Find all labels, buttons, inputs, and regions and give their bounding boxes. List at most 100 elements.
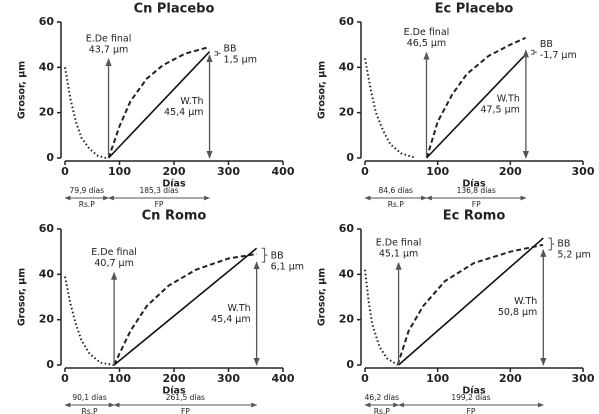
y-axis-label: Grosor, µm <box>17 61 28 119</box>
curve <box>364 58 417 159</box>
y-tick-label: 20 <box>39 313 55 326</box>
bb-bracket <box>530 49 537 55</box>
bb-bracket <box>214 51 221 56</box>
y-tick-label: 20 <box>39 106 55 119</box>
x-tick-label: 200 <box>499 372 522 385</box>
x-tick-label: 300 <box>572 372 595 385</box>
w-th-value: 45,4 µm <box>211 314 250 325</box>
fp-label: FP <box>472 200 481 209</box>
w-th-value: 45,4 µm <box>164 107 203 118</box>
y-tick-label: 0 <box>46 358 54 371</box>
curve <box>364 269 399 366</box>
bb-value: 1,5 µm <box>224 55 257 66</box>
bb-bracket <box>548 237 555 251</box>
e-de-label: E.De final <box>86 33 132 44</box>
w-th-label: W.Th <box>497 93 520 104</box>
bb-value: -1,7 µm <box>540 50 577 61</box>
bb-label: BB <box>557 238 570 249</box>
y-tick-label: 60 <box>39 222 55 235</box>
curve <box>64 276 115 366</box>
x-axis-label: Días <box>162 179 186 190</box>
fp-days: 261,5 días <box>166 393 205 402</box>
fp-label: FP <box>155 200 164 209</box>
bb-label: BB <box>224 44 237 55</box>
x-tick-label: 100 <box>108 165 131 178</box>
y-tick-label: 0 <box>346 358 354 371</box>
w-th-value: 50,8 µm <box>498 307 537 318</box>
y-tick-label: 20 <box>339 313 355 326</box>
e-de-value: 40,7 µm <box>94 258 133 269</box>
y-axis-label: Grosor, µm <box>17 268 28 326</box>
curve <box>107 45 210 159</box>
rs-p-days: 84,6 días <box>379 186 414 195</box>
fp-label: FP <box>181 407 190 414</box>
fp-label: FP <box>467 407 476 414</box>
x-tick-label: 100 <box>108 372 131 385</box>
growth-line <box>398 237 544 366</box>
bb-value: 5,2 µm <box>557 249 590 260</box>
y-axis-label: Grosor, µm <box>317 61 328 119</box>
e-de-label: E.De final <box>404 27 450 38</box>
y-tick-label: 0 <box>346 151 354 164</box>
curve <box>64 67 107 159</box>
y-axis-label: Grosor, µm <box>317 268 328 326</box>
growth-line <box>107 51 211 159</box>
x-tick-label: 100 <box>426 165 449 178</box>
fp-days: 185,3 días <box>139 186 178 195</box>
rs-p-label: Rs.P <box>374 407 391 414</box>
x-axis-label: Días <box>162 386 186 397</box>
chart-title: Ec Romo <box>443 209 506 224</box>
rs-p-label: Rs.P <box>79 200 96 209</box>
chart-title: Cn Romo <box>142 209 207 224</box>
chart-title: Ec Placebo <box>435 2 514 17</box>
fp-days: 136,8 días <box>457 186 496 195</box>
y-tick-label: 40 <box>39 267 55 280</box>
x-tick-label: 0 <box>361 372 369 385</box>
curve <box>396 243 544 366</box>
y-tick-label: 0 <box>46 151 54 164</box>
e-de-label: E.De final <box>376 237 422 248</box>
w-th-label: W.Th <box>180 96 203 107</box>
e-de-value: 43,7 µm <box>89 44 128 55</box>
x-tick-label: 0 <box>61 165 69 178</box>
y-tick-label: 60 <box>339 15 355 28</box>
x-tick-label: 400 <box>272 372 295 385</box>
chart-panel: Ec Romo Días Grosor, µm 0 20 40 60 0 100 200 300 E.… <box>317 209 595 414</box>
w-th-label: W.Th <box>514 296 537 307</box>
rs-p-days: 79,9 días <box>70 186 105 195</box>
bb-value: 6,1 µm <box>271 262 304 273</box>
x-tick-label: 0 <box>361 165 369 178</box>
x-tick-label: 200 <box>163 372 186 385</box>
bb-label: BB <box>271 251 284 262</box>
bb-bracket <box>261 247 268 263</box>
y-tick-label: 40 <box>339 267 355 280</box>
chart-panel: Ec Placebo Días Grosor, µm 0 20 40 60 0 100 200 30… <box>317 2 595 210</box>
rs-p-label: Rs.P <box>388 200 405 209</box>
w-th-label: W.Th <box>227 303 250 314</box>
x-tick-label: 200 <box>499 165 522 178</box>
w-th-value: 47,5 µm <box>480 104 519 115</box>
y-tick-label: 40 <box>39 60 55 73</box>
x-tick-label: 300 <box>217 165 240 178</box>
e-de-value: 45,1 µm <box>379 248 418 259</box>
e-de-label: E.De final <box>91 247 137 258</box>
x-axis-label: Días <box>462 179 486 190</box>
x-tick-label: 200 <box>163 165 186 178</box>
rs-p-label: Rs.P <box>82 407 99 414</box>
x-tick-label: 100 <box>426 372 449 385</box>
y-tick-label: 60 <box>339 222 355 235</box>
y-tick-label: 20 <box>339 106 355 119</box>
chart-panel: Cn Placebo Días Grosor, µm 0 20 40 60 0 100 200 30… <box>17 2 295 210</box>
growth-line <box>425 53 527 159</box>
chart-panel: Cn Romo Días Grosor, µm 0 20 40 60 0 100 200 300 40… <box>17 209 305 414</box>
fp-days: 199,2 días <box>451 393 490 402</box>
bb-label: BB <box>540 39 553 50</box>
y-tick-label: 60 <box>39 15 55 28</box>
x-tick-label: 300 <box>572 165 595 178</box>
rs-p-days: 46,2 días <box>365 393 400 402</box>
x-tick-label: 0 <box>61 372 69 385</box>
rs-p-days: 90,1 días <box>72 393 107 402</box>
chart-title: Cn Placebo <box>134 2 215 17</box>
x-axis-label: Días <box>462 386 486 397</box>
